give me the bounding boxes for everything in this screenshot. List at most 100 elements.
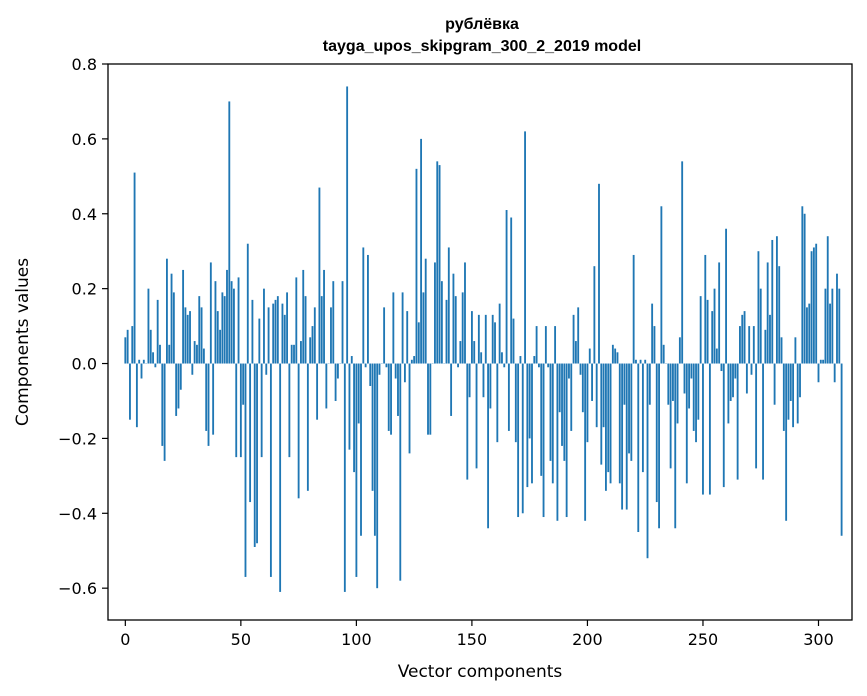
bar (221, 292, 224, 364)
bar (510, 217, 513, 364)
bar (674, 363, 677, 529)
bar (290, 344, 293, 364)
bar (461, 292, 464, 364)
bar (581, 363, 584, 413)
bar (618, 363, 621, 484)
bar (498, 303, 501, 364)
bar (300, 341, 302, 364)
x-tick-label: 50 (231, 630, 251, 649)
bar (568, 363, 570, 379)
bar (692, 363, 695, 431)
bar (392, 292, 395, 364)
bar (683, 363, 686, 394)
y-tick-label: −0.4 (58, 504, 97, 523)
bar (637, 363, 640, 533)
bar (334, 363, 337, 401)
bar (755, 363, 758, 469)
bar (450, 363, 453, 416)
bar (283, 314, 286, 364)
bar (630, 363, 633, 461)
bar (579, 363, 582, 375)
bar (748, 326, 751, 364)
bar (216, 311, 219, 364)
bar (778, 266, 781, 364)
bar (325, 363, 328, 409)
bar (623, 363, 626, 405)
bar (706, 299, 709, 364)
bar (249, 363, 252, 503)
bar (357, 363, 360, 424)
bar (288, 363, 291, 458)
bar (780, 337, 783, 364)
bar (672, 363, 674, 401)
bar (833, 363, 836, 383)
bar (588, 348, 591, 364)
bar (286, 292, 288, 364)
bar (757, 251, 760, 364)
bar (138, 359, 141, 364)
bar (648, 363, 651, 405)
bar (598, 183, 600, 364)
bar (274, 299, 277, 364)
bar (593, 266, 596, 364)
bar (353, 363, 355, 473)
bar (304, 296, 307, 364)
bar (572, 314, 575, 364)
bar (586, 363, 589, 443)
bar (156, 299, 159, 364)
bar (420, 138, 423, 364)
bar (577, 307, 580, 364)
bar (660, 206, 663, 364)
bar (632, 254, 635, 364)
bar (152, 352, 154, 364)
bar (297, 363, 300, 499)
bar (256, 363, 258, 544)
bar (549, 363, 552, 461)
bar (184, 307, 187, 364)
bar (487, 363, 490, 529)
bar (501, 352, 503, 364)
bar (166, 258, 168, 364)
bar (803, 213, 806, 364)
bar (711, 311, 714, 364)
bar (561, 363, 563, 446)
bar (401, 292, 404, 364)
bar (739, 326, 741, 364)
bar (720, 363, 723, 372)
bar (535, 326, 538, 364)
bar (695, 363, 697, 443)
bar (263, 288, 265, 364)
bar (727, 363, 730, 424)
bar (514, 363, 517, 443)
bar (427, 363, 429, 435)
bar (226, 269, 228, 364)
bar (466, 363, 469, 480)
y-axis-label: Components values (13, 258, 33, 426)
bar (147, 288, 150, 364)
bar (154, 363, 157, 368)
bar (507, 363, 510, 431)
bar (253, 363, 256, 547)
bar (831, 288, 834, 364)
bar (318, 187, 321, 364)
bar (635, 359, 637, 364)
bar (170, 273, 173, 364)
bar (295, 277, 298, 364)
chart-subtitle: tayga_upos_skipgram_300_2_2019 model (323, 38, 641, 55)
bar (473, 341, 476, 364)
bar (752, 326, 755, 364)
bar (729, 363, 732, 401)
x-tick-label: 0 (120, 630, 130, 649)
bar (570, 363, 573, 431)
bar (741, 314, 744, 364)
bar (403, 363, 406, 383)
bar (346, 86, 349, 364)
bar (799, 363, 801, 398)
bar (812, 247, 815, 364)
bar (260, 363, 263, 458)
bar (316, 363, 319, 420)
bar (641, 363, 644, 473)
bar (556, 363, 559, 521)
bar (782, 363, 785, 431)
axis-ticks: 0 50 100 150 200 250 300 −0.6 −0.4 −0.2 0.0 0.2 0.4 0… (58, 55, 834, 649)
